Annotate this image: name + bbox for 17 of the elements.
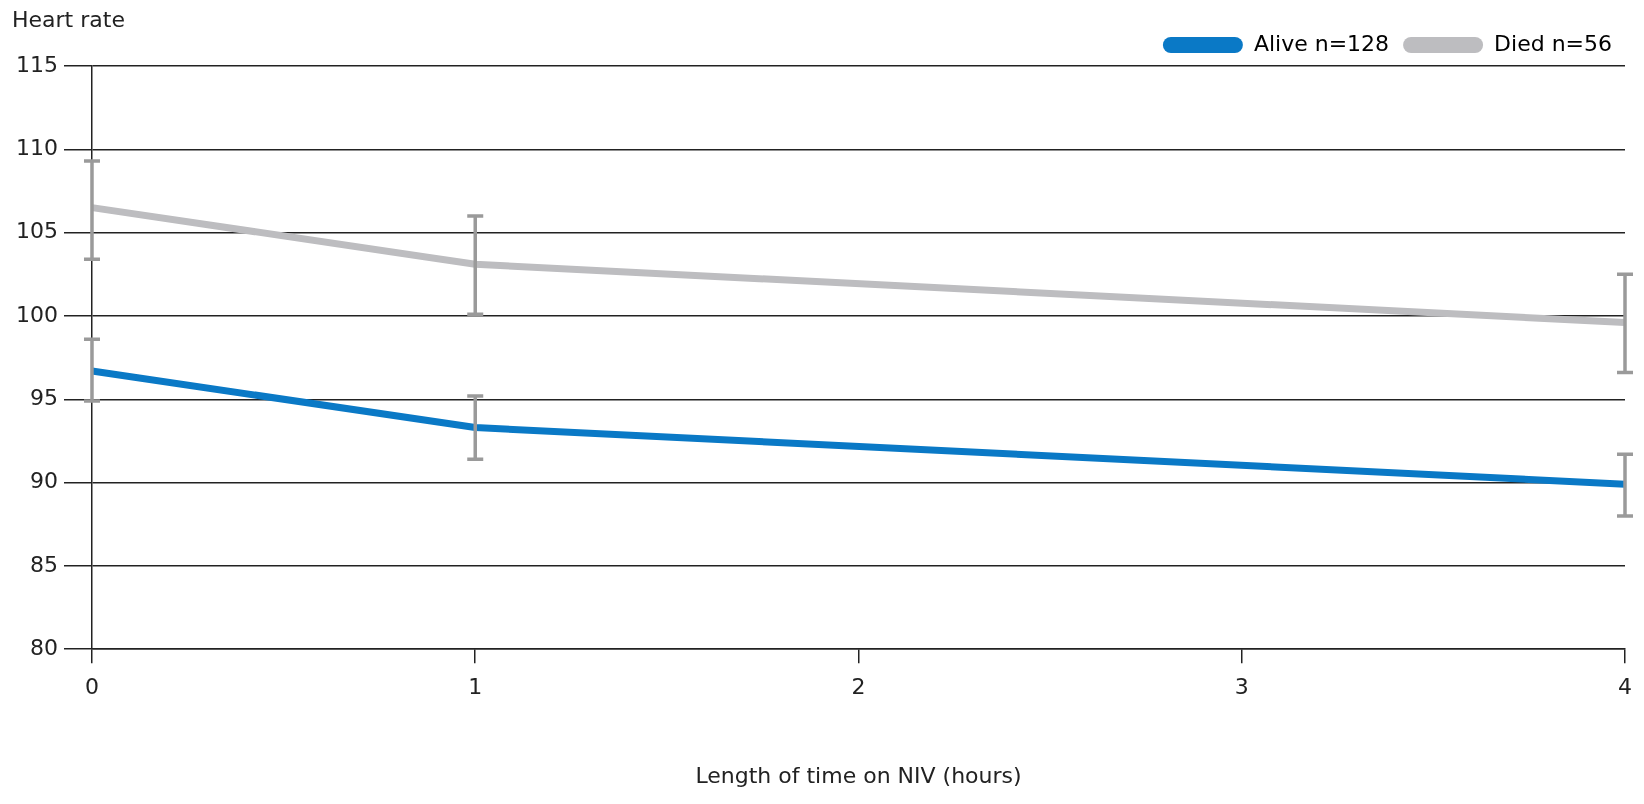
legend-label: Alive n=128: [1253, 30, 1390, 56]
x-tick-label: 0: [84, 674, 99, 700]
x-tick-label: 4: [1618, 674, 1632, 700]
y-tick-label: 95: [29, 384, 58, 410]
y-tick-label: 80: [29, 634, 58, 660]
x-axis-title: Length of time on NIV (hours): [695, 762, 1022, 788]
y-tick-label: 110: [15, 135, 58, 161]
y-tick-label: 115: [15, 51, 58, 77]
y-tick-label: 105: [15, 218, 58, 244]
x-tick-label: 2: [851, 674, 866, 700]
y-tick-label: 90: [29, 468, 58, 494]
y-tick-label: 100: [15, 301, 58, 327]
x-tick-label: 3: [1234, 674, 1249, 700]
x-tick-label: 1: [468, 674, 483, 700]
y-axis-title: Heart rate: [12, 6, 125, 32]
y-tick-label: 85: [29, 551, 58, 577]
legend-label: Died n=56: [1494, 30, 1612, 56]
